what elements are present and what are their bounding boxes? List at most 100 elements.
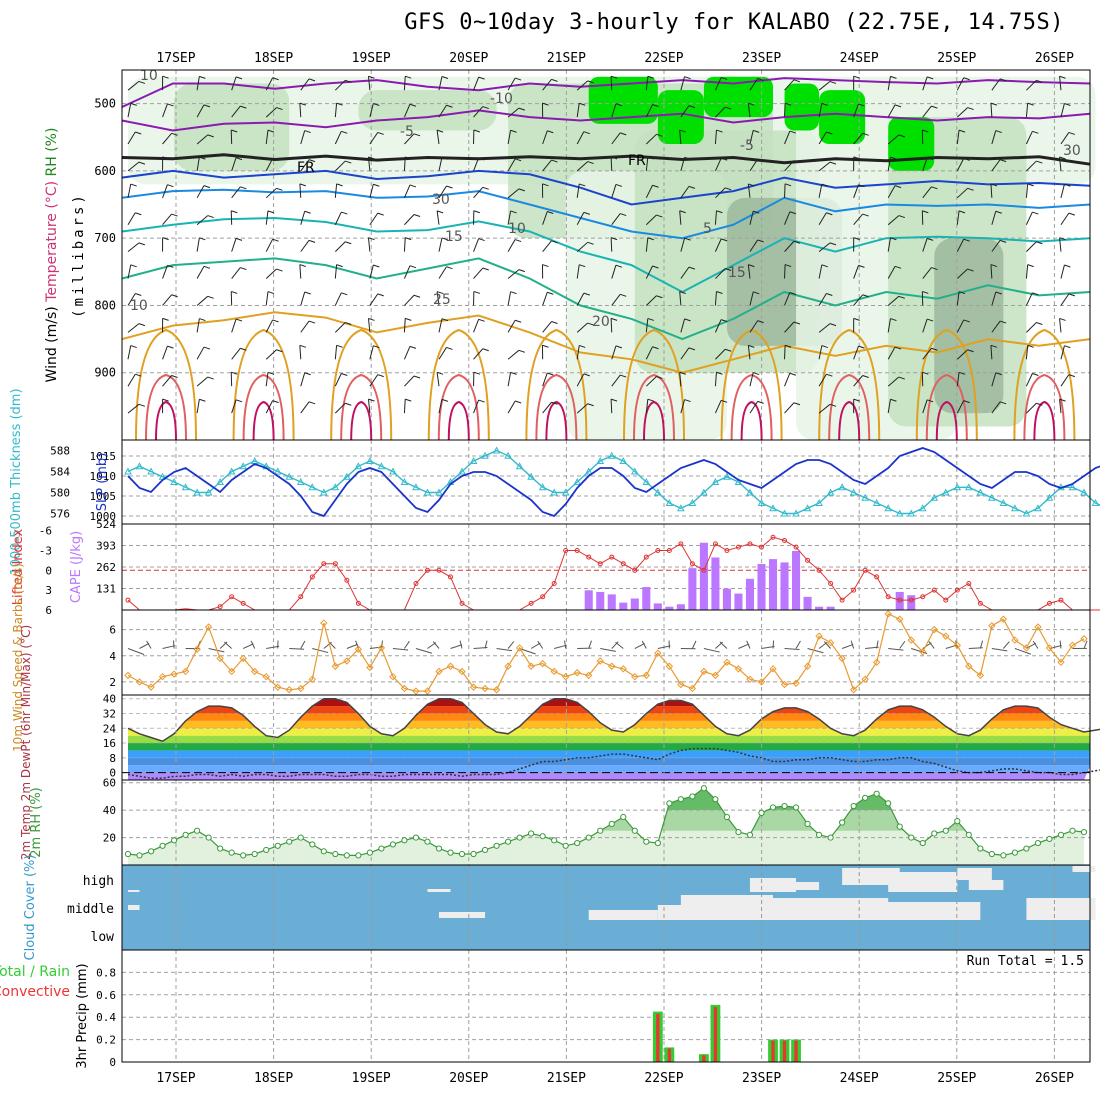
wind-barb bbox=[146, 640, 152, 649]
upper-wind-barb bbox=[715, 348, 726, 360]
cape-bar bbox=[711, 557, 720, 610]
wind-point bbox=[400, 684, 409, 693]
temp-band-10 bbox=[128, 698, 1090, 707]
thickness-point bbox=[630, 467, 639, 475]
upper-wind-barb bbox=[438, 185, 447, 199]
precip-panel: 0 0.2 0.4 0.6 0.8 Run Total = 1.5 3hr Precip (… bbox=[0, 949, 1091, 1069]
upper-air-ytick-900: 900 bbox=[94, 366, 116, 380]
wind-barb bbox=[1014, 648, 1032, 655]
cape-bar bbox=[642, 587, 651, 610]
upper-wind-barb bbox=[507, 269, 520, 279]
rh2m-point bbox=[424, 838, 431, 845]
bl-loop-outer-8 bbox=[915, 328, 978, 441]
rh2m-point bbox=[1080, 828, 1088, 836]
lifted-point bbox=[586, 554, 592, 560]
wind-point bbox=[170, 670, 178, 678]
upper-wind-barb bbox=[956, 372, 960, 387]
temp-ylabel: 2m Temp 2m DewPt (6hr Min/Max) (°C) bbox=[19, 625, 33, 860]
bl-loop-outer-1 bbox=[232, 328, 295, 441]
upper-wind-barb-flag bbox=[793, 160, 801, 164]
upper-wind-barb-flag bbox=[130, 345, 137, 349]
thickness-point bbox=[135, 462, 144, 470]
upper-wind-barb bbox=[645, 376, 657, 387]
thickness-point bbox=[561, 488, 570, 496]
upper-wind-barb-flag bbox=[231, 371, 238, 375]
upper-wind-barb-flag bbox=[990, 344, 998, 348]
upper-wind-barb-flag bbox=[821, 102, 828, 106]
upper-wind-barb bbox=[956, 400, 965, 414]
upper-wind-barb-flag bbox=[1036, 402, 1043, 406]
upper-wind-barb bbox=[749, 239, 759, 252]
thickness-point bbox=[239, 462, 248, 470]
upper-wind-barb-flag bbox=[446, 346, 453, 350]
cloud-block-16 bbox=[968, 880, 1004, 890]
upper-wind-barb bbox=[507, 239, 516, 252]
upper-wind-barb bbox=[403, 76, 406, 91]
upper-wind-barb-flag bbox=[473, 129, 481, 133]
lifted-point bbox=[609, 554, 615, 560]
rh2m-point bbox=[919, 839, 926, 847]
upper-wind-barb-flag bbox=[518, 269, 526, 273]
upper-wind-barb bbox=[334, 241, 346, 252]
rh2m-point bbox=[366, 849, 373, 856]
upper-wind-barb-flag bbox=[610, 156, 618, 160]
wind-point bbox=[262, 672, 270, 681]
thickness-point bbox=[181, 483, 190, 491]
upper-wind-barb-flag bbox=[853, 156, 860, 160]
lifted-point bbox=[528, 600, 534, 606]
wind-barb bbox=[823, 641, 831, 649]
upper-wind-barb bbox=[818, 103, 823, 118]
wind-barb bbox=[991, 648, 1008, 652]
upper-wind-barb-flag bbox=[784, 264, 792, 268]
upper-wind-barb-flag bbox=[510, 210, 517, 214]
wind-point bbox=[1080, 635, 1088, 643]
upper-wind-barb bbox=[542, 240, 552, 252]
upper-wind-barb bbox=[818, 212, 827, 225]
wind-point bbox=[1034, 623, 1042, 631]
thickness-point bbox=[815, 498, 823, 506]
upper-wind-barb bbox=[438, 266, 447, 279]
wind-point bbox=[147, 683, 155, 691]
upper-wind-barb-flag bbox=[1064, 345, 1071, 349]
wind-line bbox=[127, 613, 1085, 692]
upper-wind-barb-flag bbox=[1068, 212, 1076, 216]
cape-bar bbox=[780, 562, 789, 610]
date-label-top-23SEP: 23SEP bbox=[742, 51, 781, 66]
wind-point bbox=[515, 644, 524, 652]
upper-wind-barb bbox=[334, 131, 342, 145]
upper-wind-barb bbox=[1025, 345, 1029, 360]
cape-ylabel: CAPE (J/kg) bbox=[69, 531, 84, 603]
bl-loop-inner-6 bbox=[740, 400, 763, 441]
title: GFS 0~10day 3-hourly for KALABO (22.75E,… bbox=[404, 10, 1064, 35]
upper-air-ylabel: (millibars) bbox=[71, 192, 87, 318]
rh2m-point bbox=[263, 846, 270, 854]
slp-tick-1010: 1010 bbox=[90, 470, 117, 483]
upper-wind-barb bbox=[887, 76, 891, 91]
rh2m-point bbox=[700, 785, 708, 792]
upper-wind-barb-flag bbox=[304, 291, 311, 295]
upper-wind-barb-flag bbox=[167, 184, 174, 188]
precip-frame bbox=[121, 949, 1091, 1063]
upper-wind-barb-flag bbox=[304, 210, 311, 214]
upper-wind-barb bbox=[715, 187, 726, 199]
upper-wind-barb bbox=[645, 185, 653, 199]
upper-wind-barb bbox=[403, 104, 411, 118]
upper-wind-barb-flag bbox=[821, 264, 828, 268]
upper-wind-barb bbox=[231, 267, 241, 279]
upper-wind-barb bbox=[196, 104, 205, 118]
contour-label-1: -10 bbox=[490, 91, 513, 107]
upper-wind-barb-flag bbox=[684, 156, 691, 160]
upper-wind-barb bbox=[818, 345, 823, 360]
wind-barb bbox=[807, 648, 824, 654]
upper-wind-barb-flag bbox=[990, 264, 998, 268]
upper-wind-barb bbox=[991, 320, 1001, 333]
upper-wind-barb bbox=[1060, 374, 1070, 387]
upper-wind-barb-flag bbox=[308, 320, 316, 324]
rh2m-point bbox=[735, 828, 742, 836]
upper-wind-barb bbox=[334, 211, 342, 225]
upper-wind-barb-flag bbox=[199, 156, 206, 160]
thickness-point bbox=[895, 509, 904, 517]
upper-wind-barb-flag bbox=[1064, 183, 1071, 187]
contour-label-2: -5 bbox=[400, 124, 414, 140]
